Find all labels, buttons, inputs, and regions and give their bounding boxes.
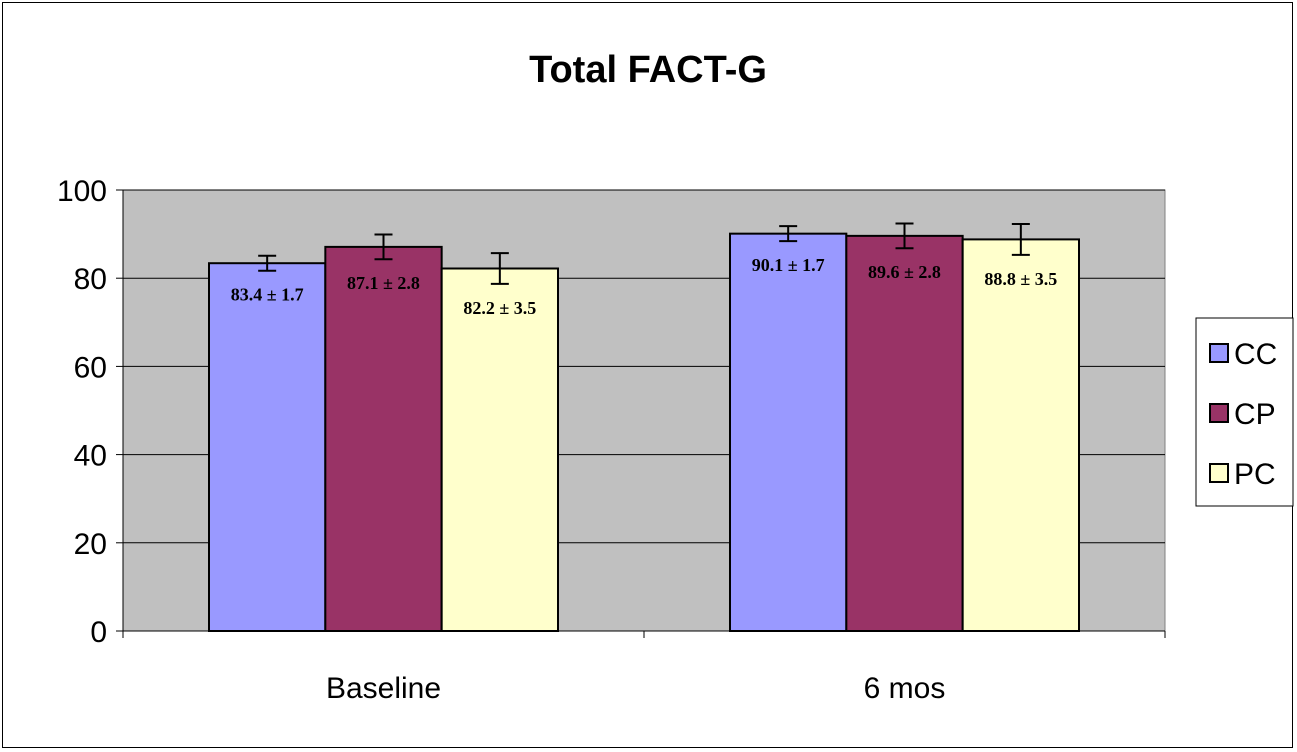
y-tick-label: 100 [57, 175, 107, 208]
bar-pc [440, 267, 559, 632]
bar-cc [729, 232, 848, 632]
data-label: 90.1 ± 1.7 [752, 255, 825, 275]
x-tick-label: 6 mos [864, 672, 946, 705]
bar-cc [208, 262, 327, 632]
legend-label: PC [1234, 458, 1276, 491]
x-tick-label: Baseline [326, 672, 441, 705]
legend-swatch [1209, 463, 1229, 483]
y-tick-label: 40 [74, 440, 107, 473]
bar-cp [845, 234, 964, 632]
data-label: 87.1 ± 2.8 [347, 273, 420, 293]
legend: CC CP PC [1195, 317, 1294, 507]
data-label: 88.8 ± 3.5 [984, 269, 1057, 289]
y-tick-label: 60 [74, 351, 107, 384]
legend-swatch [1209, 343, 1229, 363]
bar-pc [961, 238, 1081, 632]
y-tick-label: 80 [74, 263, 107, 296]
data-label: 82.2 ± 3.5 [463, 298, 536, 318]
y-tick-label: 20 [74, 528, 107, 561]
data-label: 83.4 ± 1.7 [231, 285, 304, 305]
bar-cp [324, 245, 443, 632]
chart-title: Total FACT-G [529, 49, 767, 91]
legend-swatch [1209, 403, 1229, 423]
y-tick-label: 0 [90, 616, 107, 649]
data-label: 89.6 ± 2.8 [868, 262, 941, 282]
legend-label: CP [1234, 398, 1276, 431]
plot-area: 0 20 40 60 80 100 83.4 ± 1.7 87.1 ± 2.8 82.2 ± 3… [57, 175, 1166, 705]
legend-label: CC [1234, 338, 1277, 371]
